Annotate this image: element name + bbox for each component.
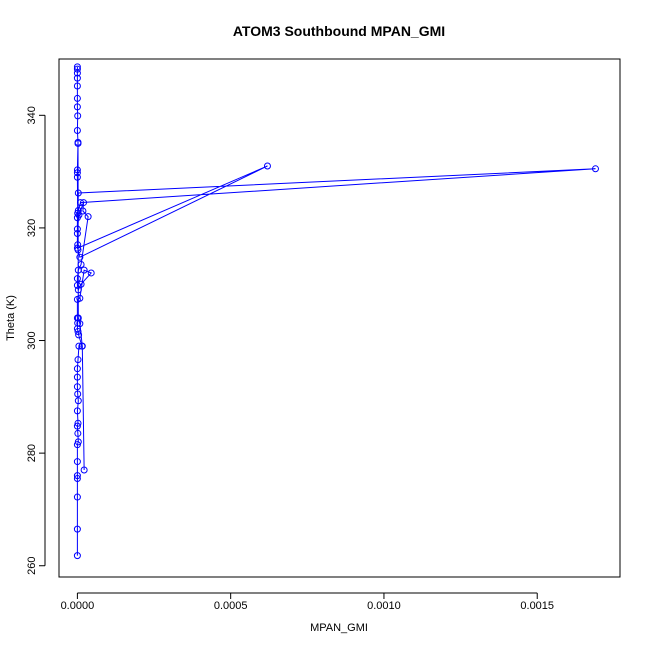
chart-title: ATOM3 Southbound MPAN_GMI (233, 23, 445, 39)
data-point (73, 422, 81, 430)
data-point (73, 94, 81, 102)
x-axis-label: MPAN_GMI (310, 622, 368, 634)
y-tick-label: 260 (26, 557, 38, 575)
data-point (73, 166, 81, 174)
data-point (73, 472, 81, 480)
data-point (76, 294, 84, 302)
data-point (74, 390, 82, 398)
data-point (73, 373, 81, 381)
data-point (74, 139, 82, 147)
y-axis-label: Theta (K) (5, 295, 17, 341)
data-point (74, 419, 82, 427)
series-line (77, 143, 85, 471)
x-tick-label: 0.0000 (61, 600, 95, 612)
x-axis: 0.0000 0.0005 0.0010 0.0015 (61, 592, 554, 612)
data-point (73, 552, 81, 560)
data-point (591, 165, 599, 173)
data-point (73, 74, 81, 82)
plot-frame (58, 58, 621, 578)
data-point (74, 429, 82, 437)
data-point (78, 342, 86, 350)
data-point (74, 112, 82, 120)
data-point (76, 253, 84, 261)
data-point (73, 365, 81, 373)
x-tick-label: 0.0015 (520, 600, 554, 612)
data-point (87, 269, 95, 277)
data-point (73, 230, 81, 238)
data-point (73, 214, 81, 222)
data-point (73, 493, 81, 501)
data-point (73, 525, 81, 533)
data-point (74, 314, 82, 322)
y-tick-label: 340 (26, 106, 38, 124)
y-axis: 260 280 300 320 340 (26, 106, 46, 575)
data-point (76, 199, 84, 207)
data-point (73, 65, 81, 73)
data-point (73, 63, 81, 71)
data-point (263, 162, 271, 170)
data-point (73, 281, 81, 289)
data-point (80, 199, 88, 207)
data-point (73, 458, 81, 466)
x-tick-label: 0.0010 (367, 600, 401, 612)
data-point (80, 466, 88, 474)
data-point (73, 82, 81, 90)
data-point (73, 275, 81, 283)
y-tick-label: 280 (26, 444, 38, 462)
data-point (73, 173, 81, 181)
data-point (73, 127, 81, 135)
data-point (73, 474, 81, 482)
data-point (74, 356, 82, 364)
data-point (74, 438, 82, 446)
x-tick-label: 0.0005 (214, 600, 248, 612)
y-tick-label: 320 (26, 219, 38, 237)
series-layer (73, 63, 599, 560)
data-point (73, 407, 81, 415)
data-point (74, 397, 82, 405)
data-point (73, 169, 81, 177)
series-line (76, 66, 596, 556)
y-tick-label: 300 (26, 331, 38, 349)
data-point (73, 441, 81, 449)
data-point (73, 383, 81, 391)
data-point (84, 213, 92, 221)
data-point (73, 103, 81, 111)
data-point (73, 225, 81, 233)
